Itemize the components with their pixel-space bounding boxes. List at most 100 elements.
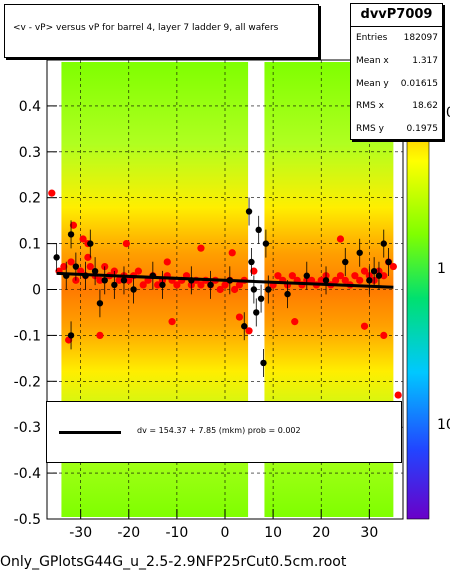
black-point — [260, 359, 267, 367]
black-point — [303, 272, 310, 279]
red-point — [288, 272, 296, 280]
red-point — [235, 281, 244, 289]
red-point — [341, 276, 349, 284]
fit-line-segment — [56, 271, 394, 289]
plot-title: <v - vP> versus vP for barrel 4, layer 7… — [4, 4, 319, 58]
black-point — [87, 240, 94, 247]
red-point — [336, 272, 345, 280]
red-point — [173, 281, 181, 289]
y-tick-label: -0.2 — [14, 374, 41, 390]
black-point — [91, 267, 99, 275]
red-point — [197, 244, 205, 252]
y-tick-label: 0.3 — [19, 145, 41, 161]
stats-label: RMS y — [356, 124, 384, 135]
red-point — [317, 276, 325, 284]
x-tick-label: 0 — [221, 525, 230, 541]
stats-box: dvvP7009 Entries 182097 Mean x 1.317 Mean … — [350, 3, 443, 140]
red-point — [360, 322, 369, 330]
stats-value: 1.317 — [412, 55, 438, 66]
black-point — [120, 277, 128, 284]
red-point — [48, 189, 56, 197]
black-point — [284, 290, 291, 298]
y-tick-label: -0.1 — [14, 328, 41, 344]
red-point — [336, 235, 345, 243]
red-point — [122, 240, 130, 248]
y-tick-label: 0.2 — [19, 191, 41, 207]
black-point — [380, 240, 387, 247]
stats-row: RMS y 0.1975 — [351, 118, 442, 141]
black-point — [265, 286, 272, 293]
red-point — [79, 235, 87, 243]
black-point — [255, 226, 262, 234]
black-point — [342, 258, 349, 266]
x-tick-label: -30 — [69, 525, 92, 541]
red-point — [235, 313, 244, 321]
y-tick-label: -0.3 — [14, 420, 41, 436]
red-point — [380, 272, 388, 280]
black-point — [207, 281, 214, 289]
red-point — [216, 285, 224, 294]
black-point — [375, 272, 383, 279]
red-point — [168, 318, 176, 326]
red-point — [291, 318, 299, 326]
x-tick-label: -10 — [165, 525, 188, 541]
y-tick-label: -0.4 — [14, 466, 41, 482]
red-point — [360, 267, 369, 275]
red-point — [163, 258, 171, 266]
stats-value: 18.62 — [412, 101, 438, 112]
fit-line — [56, 271, 394, 289]
stats-label: Entries — [356, 33, 388, 43]
stats-value: 0.01615 — [400, 78, 438, 89]
black-point — [96, 300, 104, 307]
red-point — [125, 276, 133, 284]
red-point — [84, 253, 92, 261]
black-point — [67, 332, 75, 339]
x-tick-label: -20 — [117, 525, 140, 541]
black-point — [257, 295, 265, 302]
stats-row: Entries 182097 — [351, 27, 442, 50]
red-point — [115, 276, 123, 284]
red-series — [48, 189, 402, 399]
x-tick-label: 30 — [360, 525, 378, 541]
black-point — [253, 309, 260, 316]
x-tick-label: 20 — [312, 525, 330, 541]
z-tick-label: 10 — [437, 417, 450, 433]
axes: -30 -20 -10 0 10 20 30 -0.5 -0.4 -0.3 -0.2 -0.1 0 0.1… — [14, 99, 379, 541]
red-point — [245, 327, 253, 335]
stats-value: 0.1975 — [406, 124, 439, 135]
red-point — [60, 262, 68, 271]
z-tick-label: 1 — [437, 261, 446, 277]
red-point — [332, 276, 340, 284]
red-point — [139, 281, 147, 289]
red-point — [96, 276, 104, 284]
red-point — [154, 281, 162, 289]
red-point — [228, 249, 236, 257]
black-point — [101, 277, 108, 284]
red-point — [67, 258, 75, 266]
red-point — [307, 276, 316, 284]
black-point — [130, 286, 137, 293]
red-point — [351, 272, 359, 280]
red-point — [69, 221, 78, 229]
stats-row: RMS x 18.62 — [351, 95, 442, 118]
black-point — [245, 208, 253, 215]
red-point — [356, 276, 364, 284]
black-point — [72, 263, 80, 270]
red-point — [274, 272, 282, 280]
red-point — [134, 267, 143, 275]
red-point — [394, 391, 402, 399]
y-tick-label: 0.1 — [19, 237, 41, 253]
red-point — [380, 331, 388, 339]
black-point — [67, 231, 75, 238]
red-point — [231, 285, 239, 294]
x-tick-label: 10 — [264, 525, 282, 541]
black-point — [111, 281, 118, 289]
black-point — [356, 249, 363, 256]
red-point — [221, 281, 229, 289]
y-tick-label: -0.5 — [14, 512, 41, 528]
red-point — [86, 262, 94, 271]
footer-filename: Only_GPlotsG44G_u_2.5-2.9NFP25rCut0.5cm.… — [0, 554, 347, 570]
stats-value: 182097 — [403, 33, 438, 43]
black-point — [366, 277, 373, 284]
